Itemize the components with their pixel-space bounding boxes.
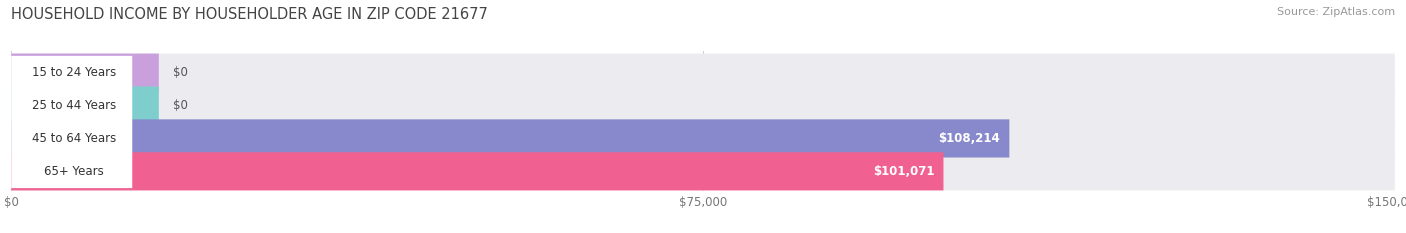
FancyBboxPatch shape <box>11 54 1395 92</box>
FancyBboxPatch shape <box>11 152 1395 190</box>
FancyBboxPatch shape <box>11 154 132 188</box>
FancyBboxPatch shape <box>11 86 1395 125</box>
Text: $0: $0 <box>173 66 187 79</box>
FancyBboxPatch shape <box>11 119 1395 158</box>
Text: Source: ZipAtlas.com: Source: ZipAtlas.com <box>1277 7 1395 17</box>
Text: 65+ Years: 65+ Years <box>45 165 104 178</box>
FancyBboxPatch shape <box>11 54 159 92</box>
Text: 15 to 24 Years: 15 to 24 Years <box>32 66 117 79</box>
Text: 45 to 64 Years: 45 to 64 Years <box>32 132 117 145</box>
FancyBboxPatch shape <box>11 89 132 122</box>
FancyBboxPatch shape <box>11 152 943 190</box>
Text: $108,214: $108,214 <box>938 132 1000 145</box>
FancyBboxPatch shape <box>11 86 159 125</box>
Text: 25 to 44 Years: 25 to 44 Years <box>32 99 117 112</box>
FancyBboxPatch shape <box>11 56 132 89</box>
FancyBboxPatch shape <box>11 119 1010 158</box>
FancyBboxPatch shape <box>11 122 132 155</box>
Text: $0: $0 <box>173 99 187 112</box>
Text: HOUSEHOLD INCOME BY HOUSEHOLDER AGE IN ZIP CODE 21677: HOUSEHOLD INCOME BY HOUSEHOLDER AGE IN Z… <box>11 7 488 22</box>
Text: $101,071: $101,071 <box>873 165 934 178</box>
